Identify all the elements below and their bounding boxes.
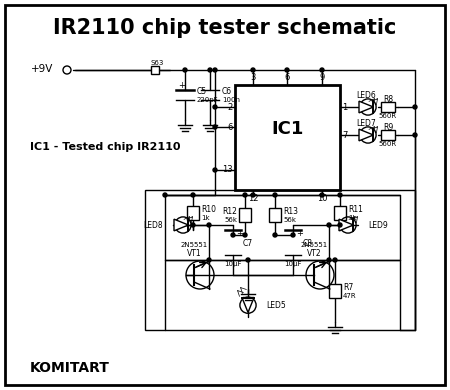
Text: R9: R9 xyxy=(383,122,393,131)
Text: 10μF: 10μF xyxy=(224,261,242,267)
Circle shape xyxy=(413,105,417,109)
Text: 6: 6 xyxy=(284,73,290,82)
Circle shape xyxy=(246,258,250,262)
Text: R8: R8 xyxy=(383,94,393,103)
Polygon shape xyxy=(242,298,254,312)
Circle shape xyxy=(183,68,187,72)
Text: 1k: 1k xyxy=(348,215,356,220)
Text: R11: R11 xyxy=(348,205,363,214)
Text: R7: R7 xyxy=(343,284,353,292)
Circle shape xyxy=(327,258,331,262)
Circle shape xyxy=(213,68,217,72)
Circle shape xyxy=(213,125,217,129)
Text: 560R: 560R xyxy=(379,141,397,147)
Text: 2N5551: 2N5551 xyxy=(301,242,328,248)
Circle shape xyxy=(320,193,324,197)
Text: 220pF: 220pF xyxy=(197,97,219,103)
Polygon shape xyxy=(339,219,353,231)
Text: 7: 7 xyxy=(342,131,347,140)
Bar xyxy=(187,206,199,220)
Text: C5: C5 xyxy=(197,87,207,96)
Text: 560R: 560R xyxy=(379,113,397,119)
Text: 13: 13 xyxy=(222,165,233,174)
Text: LED7: LED7 xyxy=(356,119,376,128)
Text: 10: 10 xyxy=(317,194,327,203)
Bar xyxy=(151,66,159,74)
Text: R10: R10 xyxy=(201,205,216,214)
Circle shape xyxy=(413,133,417,137)
Text: 6: 6 xyxy=(228,122,233,131)
Circle shape xyxy=(191,223,195,227)
Circle shape xyxy=(320,68,324,72)
Text: IC1: IC1 xyxy=(271,121,304,138)
Circle shape xyxy=(327,223,331,227)
Text: R13: R13 xyxy=(283,207,298,216)
Polygon shape xyxy=(359,129,374,141)
Circle shape xyxy=(338,193,342,197)
Text: 2: 2 xyxy=(228,103,233,112)
Bar xyxy=(165,195,400,260)
Text: 56k: 56k xyxy=(283,217,296,223)
Text: +: + xyxy=(179,80,185,89)
Circle shape xyxy=(251,193,255,197)
Text: LED5: LED5 xyxy=(266,301,286,310)
Circle shape xyxy=(273,193,277,197)
Circle shape xyxy=(243,193,247,197)
Text: C6: C6 xyxy=(222,87,232,96)
Bar xyxy=(235,85,340,190)
Text: 10μF: 10μF xyxy=(284,261,302,267)
Text: C8: C8 xyxy=(303,239,313,248)
Bar xyxy=(381,102,395,112)
Text: S63: S63 xyxy=(150,60,164,66)
Bar xyxy=(381,130,395,140)
Text: LED8: LED8 xyxy=(144,220,163,229)
Text: KOMITART: KOMITART xyxy=(30,361,110,375)
Bar xyxy=(239,208,251,222)
Text: IC1 - Tested chip IR2110: IC1 - Tested chip IR2110 xyxy=(30,142,180,152)
Text: LED9: LED9 xyxy=(368,220,388,229)
Circle shape xyxy=(191,193,195,197)
Text: 2N5551: 2N5551 xyxy=(180,242,207,248)
Text: 1: 1 xyxy=(342,103,347,112)
Text: 1k: 1k xyxy=(201,215,210,220)
Circle shape xyxy=(231,233,235,237)
Text: VT2: VT2 xyxy=(307,248,321,257)
Circle shape xyxy=(333,258,337,262)
Circle shape xyxy=(273,233,277,237)
Polygon shape xyxy=(359,101,374,113)
Circle shape xyxy=(285,68,289,72)
Circle shape xyxy=(207,223,211,227)
Text: +: + xyxy=(296,229,303,239)
Circle shape xyxy=(208,68,212,72)
Text: 47R: 47R xyxy=(343,293,356,299)
Circle shape xyxy=(338,223,342,227)
Text: +: + xyxy=(236,229,243,239)
Text: 3: 3 xyxy=(250,73,256,82)
Text: VT1: VT1 xyxy=(187,248,201,257)
Text: R12: R12 xyxy=(222,207,237,216)
Circle shape xyxy=(243,233,247,237)
Bar xyxy=(145,190,415,330)
Text: 56k: 56k xyxy=(224,217,237,223)
Bar xyxy=(329,284,341,298)
Circle shape xyxy=(251,68,255,72)
Circle shape xyxy=(163,193,167,197)
Text: C7: C7 xyxy=(243,239,253,248)
Circle shape xyxy=(291,233,295,237)
Bar xyxy=(334,206,346,220)
Text: IR2110 chip tester schematic: IR2110 chip tester schematic xyxy=(53,18,397,38)
Circle shape xyxy=(213,168,217,172)
Circle shape xyxy=(213,105,217,109)
Text: +9V: +9V xyxy=(31,64,53,74)
Circle shape xyxy=(207,258,211,262)
Text: LED6: LED6 xyxy=(356,90,376,99)
Polygon shape xyxy=(174,219,189,231)
Text: 12: 12 xyxy=(248,194,258,203)
Bar xyxy=(269,208,281,222)
Text: 9: 9 xyxy=(320,73,324,82)
Text: 100n: 100n xyxy=(222,97,240,103)
